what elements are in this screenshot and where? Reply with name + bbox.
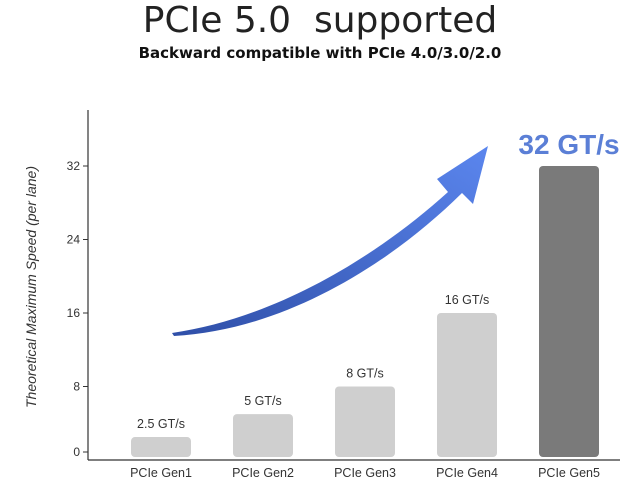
bar-pcie-gen4: [437, 313, 497, 457]
y-tick-label: 8: [73, 380, 80, 394]
x-tick-label: PCIe Gen1: [130, 466, 192, 480]
y-tick-label: 0: [73, 445, 80, 459]
data-label: 2.5 GT/s: [137, 417, 185, 431]
data-label-highlight: 32 GT/s: [518, 129, 619, 160]
chart-subtitle: Backward compatible with PCIe 4.0/3.0/2.…: [138, 44, 502, 62]
x-tick-label: PCIe Gen3: [334, 466, 396, 480]
growth-arrow-icon: [172, 146, 488, 336]
x-tick-label: PCIe Gen4: [436, 466, 498, 480]
y-axis-label: Theoretical Maximum Speed (per lane): [23, 166, 39, 408]
bar-pcie-gen3: [335, 386, 395, 457]
data-label: 5 GT/s: [244, 394, 282, 408]
y-tick-label: 16: [67, 306, 81, 320]
data-label: 16 GT/s: [445, 293, 489, 307]
x-tick-label: PCIe Gen2: [232, 466, 294, 480]
y-tick-label: 32: [67, 159, 81, 173]
bar-pcie-gen5: [539, 166, 599, 457]
bar-pcie-gen2: [233, 414, 293, 457]
bar-pcie-gen1: [131, 437, 191, 457]
y-tick-label: 24: [67, 233, 81, 247]
data-label: 8 GT/s: [346, 367, 384, 381]
x-tick-label: PCIe Gen5: [538, 466, 600, 480]
chart-title: PCIe 5.0 supported: [142, 0, 498, 41]
